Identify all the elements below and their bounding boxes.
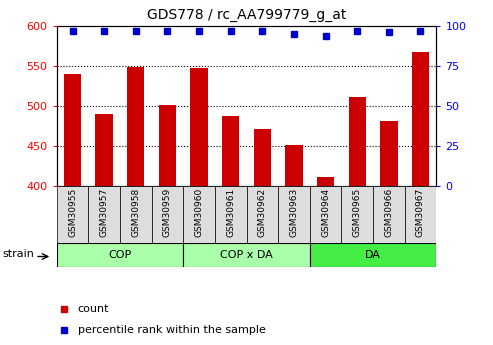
FancyBboxPatch shape	[341, 186, 373, 243]
Text: GSM30957: GSM30957	[100, 188, 108, 237]
Title: GDS778 / rc_AA799779_g_at: GDS778 / rc_AA799779_g_at	[147, 8, 346, 22]
Text: GSM30963: GSM30963	[289, 188, 298, 237]
Text: GSM30962: GSM30962	[258, 188, 267, 237]
FancyBboxPatch shape	[278, 186, 310, 243]
Bar	[349, 97, 366, 345]
Bar	[127, 67, 144, 345]
Text: count: count	[77, 304, 109, 314]
Text: GSM30964: GSM30964	[321, 188, 330, 237]
FancyBboxPatch shape	[120, 186, 152, 243]
FancyBboxPatch shape	[183, 243, 310, 267]
Text: GSM30959: GSM30959	[163, 188, 172, 237]
Bar	[412, 51, 429, 345]
Text: GSM30967: GSM30967	[416, 188, 425, 237]
FancyBboxPatch shape	[88, 186, 120, 243]
Bar	[253, 129, 271, 345]
FancyBboxPatch shape	[405, 186, 436, 243]
Text: GSM30955: GSM30955	[68, 188, 77, 237]
Bar	[159, 105, 176, 345]
Text: GSM30958: GSM30958	[131, 188, 141, 237]
FancyBboxPatch shape	[183, 186, 215, 243]
FancyBboxPatch shape	[246, 186, 278, 243]
Text: DA: DA	[365, 250, 381, 260]
Text: percentile rank within the sample: percentile rank within the sample	[77, 325, 265, 335]
Bar	[64, 74, 81, 345]
Bar	[380, 120, 397, 345]
Text: GSM30960: GSM30960	[195, 188, 204, 237]
FancyBboxPatch shape	[310, 186, 341, 243]
Text: COP x DA: COP x DA	[220, 250, 273, 260]
FancyBboxPatch shape	[310, 243, 436, 267]
FancyBboxPatch shape	[215, 186, 246, 243]
Bar	[285, 145, 303, 345]
FancyBboxPatch shape	[373, 186, 405, 243]
Text: GSM30966: GSM30966	[385, 188, 393, 237]
Text: GSM30965: GSM30965	[352, 188, 362, 237]
Text: GSM30961: GSM30961	[226, 188, 235, 237]
Bar	[96, 114, 113, 345]
Bar	[222, 116, 240, 345]
Bar	[190, 68, 208, 345]
Text: COP: COP	[108, 250, 132, 260]
FancyBboxPatch shape	[57, 186, 88, 243]
FancyBboxPatch shape	[152, 186, 183, 243]
Bar	[317, 177, 334, 345]
FancyBboxPatch shape	[57, 243, 183, 267]
Text: strain: strain	[3, 249, 35, 259]
